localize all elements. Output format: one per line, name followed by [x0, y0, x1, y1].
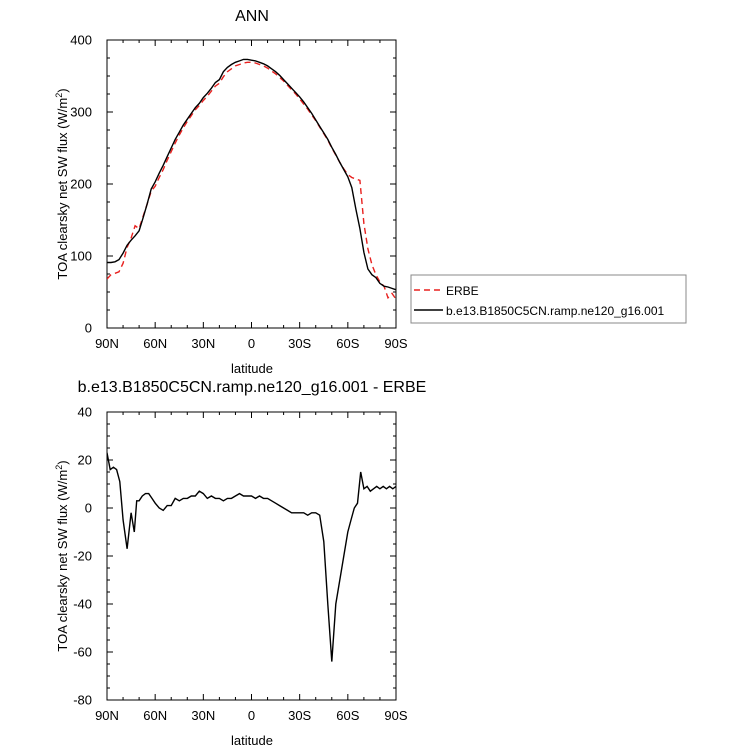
bottom-y-tick-label: -40: [73, 597, 92, 612]
bottom-x-tick-label: 30N: [191, 708, 215, 723]
legend-label-model: b.e13.B1850C5CN.ramp.ne120_g16.001: [446, 304, 664, 318]
bottom-x-tick-label: 90S: [384, 708, 407, 723]
top-series-line-erbe: [107, 61, 396, 300]
bottom-plot-frame: [106, 411, 397, 701]
bottom-y-axis-label: TOA clearsky net SW flux (W/m2): [54, 460, 70, 651]
top-x-tick-label: 90S: [384, 336, 407, 351]
legend-box: [410, 274, 687, 324]
top-y-tick-label: 200: [70, 177, 92, 192]
top-series-line-model: [107, 58, 396, 291]
top-y-axis-label: TOA clearsky net SW flux (W/m2): [54, 88, 70, 279]
bottom-y-tick-label: 0: [85, 501, 92, 516]
bottom-panel: b.e13.B1850C5CN.ramp.ne120_g16.001 - ERB…: [54, 379, 426, 748]
top-x-tick-label: 60N: [143, 336, 167, 351]
bottom-y-tick-label: -60: [73, 645, 92, 660]
bottom-x-axis-label: latitude: [231, 733, 273, 748]
top-x-tick-label: 60S: [336, 336, 359, 351]
bottom-y-tick-label: 20: [78, 453, 92, 468]
legend-label-erbe: ERBE: [446, 284, 479, 298]
top-panel: ANN 90N 60N 30N 0 30S 60S 90S 0 100 200 300 400 lat…: [54, 8, 687, 376]
top-y-tick-label: 0: [85, 321, 92, 336]
top-series-group: [107, 58, 396, 300]
bottom-x-tick-label: 30S: [288, 708, 311, 723]
bottom-x-tick-label: 90N: [95, 708, 119, 723]
top-x-tick-label: 30N: [191, 336, 215, 351]
bottom-x-tick-label: 0: [248, 708, 255, 723]
bottom-x-tick-label: 60N: [143, 708, 167, 723]
top-x-axis-label: latitude: [231, 361, 273, 376]
bottom-y-tick-label: -20: [73, 549, 92, 564]
bottom-series-group: [107, 452, 396, 662]
bottom-x-tick-label: 60S: [336, 708, 359, 723]
top-chart-title: ANN: [235, 8, 269, 25]
top-y-tick-label: 400: [70, 33, 92, 48]
top-gridless-frame: [106, 39, 397, 329]
top-x-tick-label: 90N: [95, 336, 119, 351]
bottom-y-tick-label: 40: [78, 405, 92, 420]
bottom-y-tick-label: -80: [73, 693, 92, 708]
top-plot-frame: [106, 39, 397, 329]
top-y-tick-label: 100: [70, 249, 92, 264]
bottom-chart-title: b.e13.B1850C5CN.ramp.ne120_g16.001 - ERB…: [78, 379, 427, 396]
legend: ERBE b.e13.B1850C5CN.ramp.ne120_g16.001: [410, 274, 687, 324]
top-y-tick-label: 300: [70, 105, 92, 120]
bottom-series-line-difference: [107, 452, 396, 662]
top-axis-ticks: 90N 60N 30N 0 30S 60S 90S 0 100 200 300 400: [70, 33, 408, 352]
top-x-tick-label: 0: [248, 336, 255, 351]
top-x-tick-label: 30S: [288, 336, 311, 351]
bottom-axis-ticks: 90N 60N 30N 0 30S 60S 90S -80 -60 -40 -20 0 20 40: [73, 405, 408, 724]
